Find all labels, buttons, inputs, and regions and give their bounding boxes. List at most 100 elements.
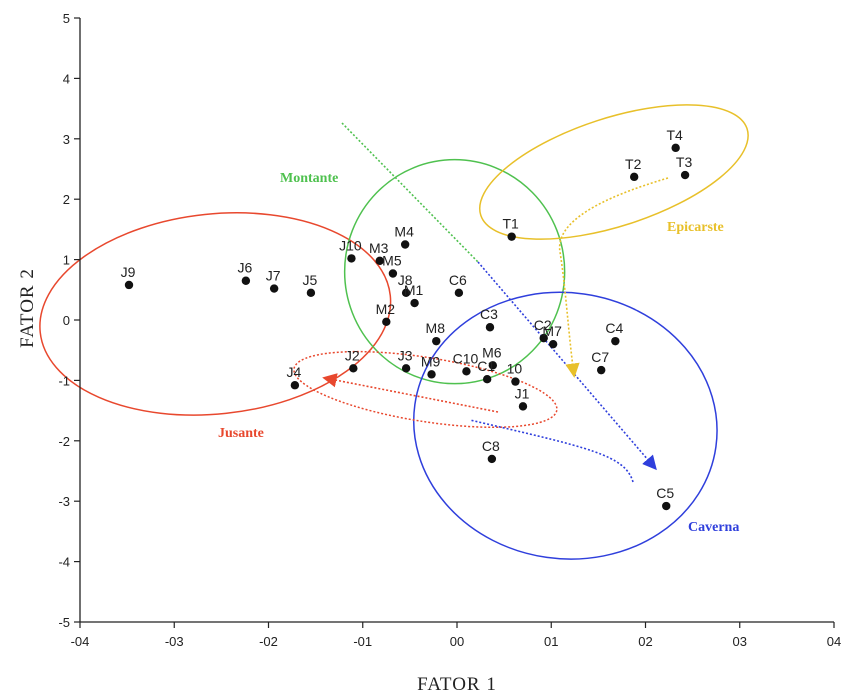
data-point <box>511 377 520 386</box>
group-label-montante: Montante <box>280 171 338 186</box>
data-point <box>401 288 411 298</box>
data-point <box>482 374 492 384</box>
y-tick-label: 1 <box>63 253 70 268</box>
point-label: C4 <box>605 320 623 336</box>
point-label: M4 <box>394 224 414 240</box>
epicarste-trend-arrow <box>558 177 669 378</box>
point-label: M5 <box>382 252 402 268</box>
point-label: J2 <box>345 347 360 363</box>
data-point <box>410 298 419 308</box>
y-tick-label: -1 <box>58 373 70 388</box>
data-point <box>290 381 300 390</box>
data-point <box>662 501 671 511</box>
point-label: J4 <box>286 364 301 380</box>
point-label: J3 <box>398 347 413 363</box>
point-label: C2 <box>534 317 552 333</box>
x-tick-label: -03 <box>165 634 184 649</box>
data-point <box>375 256 384 266</box>
data-point <box>432 336 441 346</box>
data-point <box>629 172 639 182</box>
data-point <box>427 370 436 379</box>
data-point <box>597 365 606 375</box>
jusante-ellipse <box>39 212 392 416</box>
y-tick-label: 2 <box>63 192 70 207</box>
point-label: M3 <box>369 240 389 256</box>
y-tick-label: -3 <box>58 494 70 509</box>
point-label: J7 <box>266 268 281 284</box>
trend-arrows <box>322 122 669 483</box>
point-label: T3 <box>676 154 693 170</box>
group-label-epicarste: Epicarste <box>667 220 724 235</box>
point-label: T1 <box>502 216 519 232</box>
y-axis-title: FATOR 2 <box>17 268 38 348</box>
x-tick-label: 00 <box>450 634 464 649</box>
y-tick-label: -5 <box>58 615 70 630</box>
data-point <box>382 317 391 327</box>
point-label: M9 <box>421 353 441 369</box>
group-label-jusante: Jusante <box>218 426 264 441</box>
x-axis-title: FATOR 1 <box>417 674 497 695</box>
point-label: M2 <box>376 301 396 317</box>
data-point <box>400 240 410 249</box>
point-label: C5 <box>656 485 674 501</box>
y-tick-label: 4 <box>63 71 70 86</box>
point-label: M7 <box>542 323 562 339</box>
y-tick-label: 5 <box>63 11 70 26</box>
point-label: C3 <box>480 306 498 322</box>
group-ellipses <box>39 104 749 560</box>
data-point <box>388 269 398 278</box>
point-label: C6 <box>449 272 467 288</box>
y-tick-label: 0 <box>63 313 70 328</box>
point-label: J10 <box>339 237 362 253</box>
point-label: C7 <box>591 349 609 365</box>
y-axis-ticks: 5 4 3 2 1 0 -1 -2 -3 -4 -5 <box>58 11 80 630</box>
data-point <box>306 288 316 298</box>
group-labels: Montante Epicarste Jusante Caverna <box>218 171 739 535</box>
point-label: M1 <box>404 282 424 298</box>
x-tick-label: 01 <box>544 634 558 649</box>
data-point <box>401 364 411 373</box>
data-point <box>124 280 134 290</box>
x-tick-label: -04 <box>71 634 90 649</box>
data-point <box>671 143 680 153</box>
point-label: C8 <box>482 438 500 454</box>
x-tick-label: -01 <box>353 634 372 649</box>
point-label: M6 <box>482 344 502 360</box>
x-tick-label: -02 <box>259 634 278 649</box>
x-tick-label: 02 <box>638 634 652 649</box>
point-label: J8 <box>398 272 413 288</box>
caverna-ellipse <box>412 291 718 560</box>
data-point <box>347 254 356 263</box>
point-label: T4 <box>666 127 683 143</box>
data-point <box>349 364 358 373</box>
data-point <box>487 454 497 464</box>
data-point <box>485 323 495 332</box>
montante-trend-line <box>341 122 479 263</box>
data-point <box>507 232 516 241</box>
data-point <box>518 402 528 411</box>
caverna-return-curve <box>469 419 634 483</box>
jusante-dotted-loop <box>293 350 558 429</box>
point-label: C10 <box>453 350 479 366</box>
point-label: C1 <box>477 358 495 374</box>
point-label: 10 <box>507 361 523 377</box>
point-label: M8 <box>426 320 446 336</box>
data-point <box>680 170 690 180</box>
y-tick-label: -4 <box>58 555 70 570</box>
x-tick-label: 03 <box>733 634 747 649</box>
data-point <box>462 367 471 376</box>
data-point <box>548 339 558 349</box>
montante-ellipse <box>343 158 566 385</box>
data-point <box>488 361 498 370</box>
point-label: T2 <box>625 156 642 172</box>
data-point <box>269 284 279 293</box>
data-point <box>454 288 464 298</box>
caverna-trend-arrow <box>477 261 657 471</box>
data-point <box>611 336 620 346</box>
x-tick-label: 04 <box>827 634 841 649</box>
epicarste-ellipse <box>478 104 749 240</box>
group-label-caverna: Caverna <box>688 520 739 535</box>
data-point <box>241 276 251 285</box>
